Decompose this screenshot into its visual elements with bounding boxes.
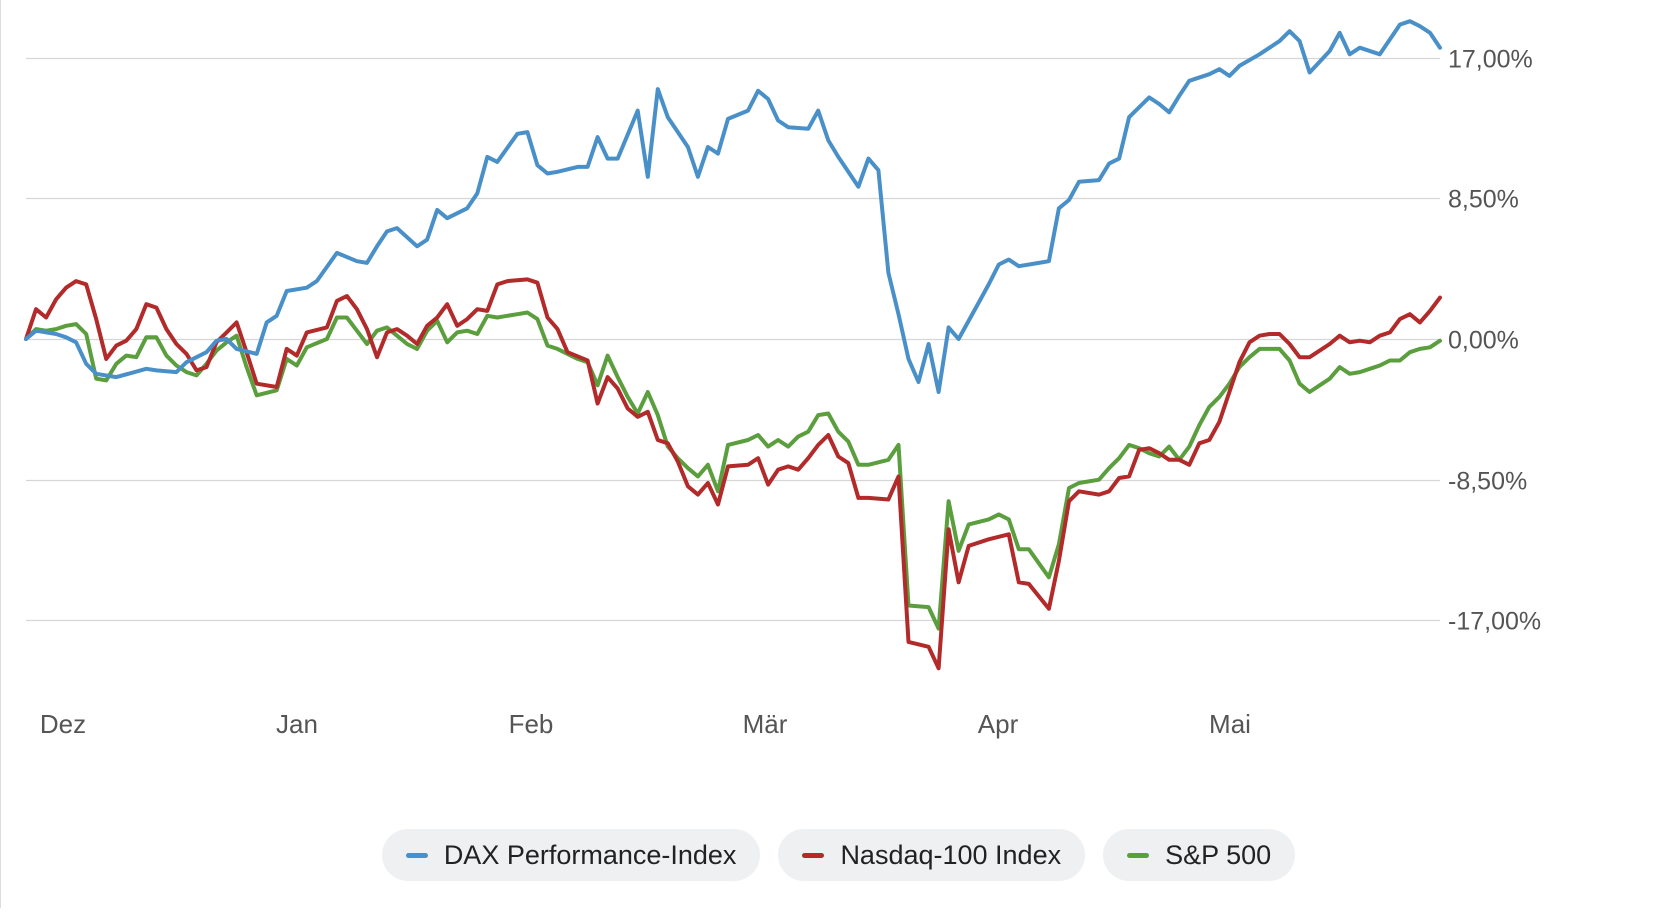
x-tick-label: Apr xyxy=(978,709,1019,739)
legend: DAX Performance-Index Nasdaq-100 Index S… xyxy=(0,827,1677,883)
y-tick-label: 17,00% xyxy=(1448,46,1533,74)
x-tick-label: Jan xyxy=(276,709,318,739)
x-tick-label: Mär xyxy=(743,709,788,739)
legend-swatch-sp500 xyxy=(1127,852,1150,858)
series-lines xyxy=(24,19,1442,671)
series-line-sp500 xyxy=(24,310,1442,631)
legend-item-nasdaq[interactable]: Nasdaq-100 Index xyxy=(778,829,1086,881)
series-line-dax xyxy=(24,19,1442,394)
x-tick-label: Dez xyxy=(40,709,86,739)
x-tick-label: Feb xyxy=(509,709,554,739)
y-tick-label: -8,50% xyxy=(1448,468,1527,496)
legend-item-dax[interactable]: DAX Performance-Index xyxy=(381,829,761,881)
x-tick-label: Mai xyxy=(1209,709,1251,739)
legend-label-sp500: S&P 500 xyxy=(1165,839,1272,870)
legend-swatch-dax xyxy=(405,852,428,858)
y-tick-label: -17,00% xyxy=(1448,608,1541,636)
legend-label-dax: DAX Performance-Index xyxy=(443,839,737,870)
y-axis-labels: 17,00% 8,50% 0,00% -8,50% -17,00% xyxy=(1448,46,1541,636)
series-line-nasdaq xyxy=(24,277,1442,671)
y-tick-label: 8,50% xyxy=(1448,186,1519,214)
legend-item-sp500[interactable]: S&P 500 xyxy=(1103,829,1296,881)
x-axis-labels: Dez Jan Feb Mär Apr Mai xyxy=(40,709,1251,739)
y-tick-label: 0,00% xyxy=(1448,327,1519,355)
legend-swatch-nasdaq xyxy=(802,852,825,858)
legend-label-nasdaq: Nasdaq-100 Index xyxy=(840,839,1062,870)
